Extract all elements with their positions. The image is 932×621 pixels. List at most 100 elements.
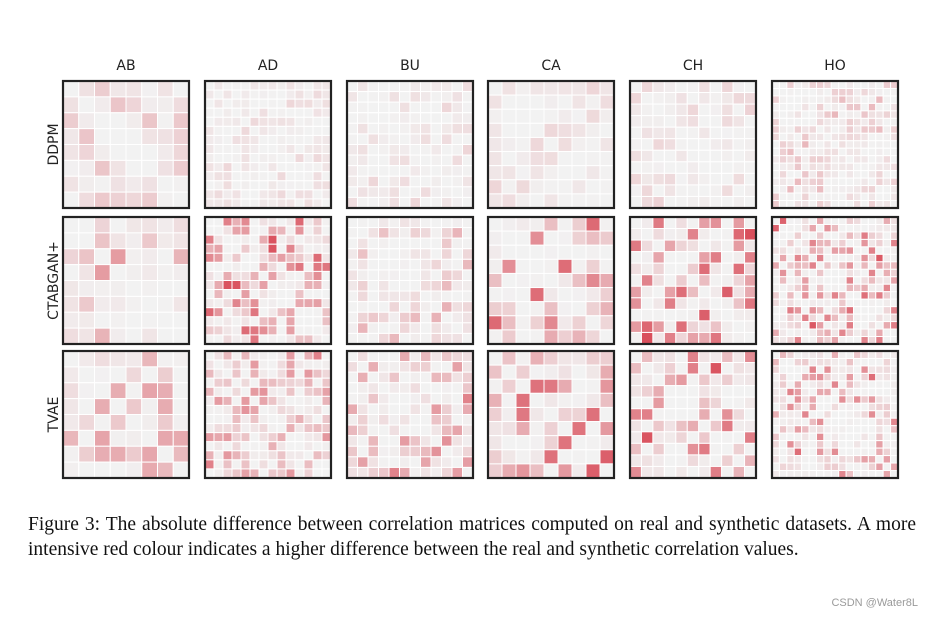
heatmap-cell [698,184,711,197]
heatmap-cell [675,216,688,230]
heatmap-cell [240,261,251,272]
heatmap-cell [838,132,847,142]
heatmap-cell [815,470,825,479]
heatmap-cell [882,102,892,112]
heatmap-cell [62,175,80,193]
heatmap-cell [853,440,862,449]
heatmap-cell [430,392,442,405]
heatmap-cell [778,132,788,142]
heatmap-cell [420,466,432,479]
heatmap-cell [845,117,855,127]
heatmap-cell [815,125,825,134]
heatmap-cell [451,311,463,324]
heatmap-cell [675,350,688,364]
heatmap-cell [303,162,314,173]
heatmap-cell [771,246,780,255]
heatmap-cell [686,274,700,287]
heatmap-cell [231,395,242,406]
heatmap-cell [845,306,855,315]
heatmap-cell [451,382,463,394]
heatmap-cell [430,456,442,468]
heatmap-cell [543,216,559,232]
heatmap-cell [378,269,390,282]
heatmap-cell [698,126,711,140]
heatmap-cell [222,162,233,173]
heatmap-cell [830,155,840,164]
heatmap-cell [890,328,899,338]
heatmap-cell [778,223,788,233]
heatmap-cell [557,244,573,260]
heatmap-cell [686,320,700,333]
heatmap-cell [312,316,323,327]
heatmap-cell [808,132,817,142]
heatmap-cell [451,301,463,313]
heatmap-cell [686,251,700,264]
heatmap-cell [823,125,832,134]
heatmap-cell [786,440,795,449]
heatmap-cell [571,179,587,195]
heatmap-cell [441,290,453,303]
heatmap-cell [213,198,224,209]
heatmap-cell [357,216,369,229]
heatmap-cell [867,455,877,464]
heatmap-cell [441,101,453,114]
heatmap-cell [303,298,314,309]
heatmap-cell [890,87,899,97]
heatmap-cell [357,227,369,239]
heatmap-cell [312,144,323,155]
heatmap-cell [652,115,665,128]
heatmap-cell [487,463,503,479]
heatmap-cell [778,110,788,119]
heatmap-cell [808,170,817,179]
heatmap-cell [294,189,305,200]
heatmap-cell [732,80,746,94]
heatmap-cell [815,440,825,449]
heatmap-cell [222,89,233,100]
heatmap-cell [793,268,803,278]
heatmap-cell [830,380,840,389]
heatmap-cell [860,447,869,457]
heatmap-cell [409,311,421,324]
heatmap-cell [267,404,278,415]
heatmap-cell [882,117,892,127]
heatmap-cell [62,264,80,282]
heatmap-cell [388,101,400,114]
heatmap-cell [222,116,233,127]
heatmap-cell [213,334,224,345]
heatmap-cell [801,170,810,179]
heatmap-cell [303,395,314,406]
heatmap-cell [357,133,369,145]
heatmap-cell [420,91,432,103]
heatmap-cell [771,268,780,278]
heatmap-cell [675,454,688,467]
heatmap-cell [786,110,795,119]
heatmap-cell [157,191,174,209]
heatmap-cell [213,225,224,236]
heatmap-cell [515,272,531,289]
heatmap-cell [222,441,233,452]
heatmap-cell [529,378,545,394]
heatmap-cell [698,149,711,163]
heatmap-cell [721,274,734,287]
heatmap-cell [838,170,847,179]
heatmap-cell [599,421,615,437]
heatmap-cell [675,442,688,456]
heatmap-cell [62,366,80,384]
heatmap-cell [294,280,305,291]
heatmap-cell [786,276,795,285]
heatmap-cell [543,421,559,437]
heatmap-cell [815,80,825,89]
heatmap-cell [357,248,369,260]
heatmap-cell [793,216,803,225]
heatmap-cell [430,237,442,250]
heatmap-cell [240,334,251,345]
heatmap-cell [62,248,80,266]
heatmap-cell [399,258,411,271]
heatmap-cell [231,107,242,118]
heatmap-cell [663,149,677,163]
heatmap-cell [744,419,757,433]
heatmap-cell [231,234,242,245]
heatmap-cell [675,126,688,140]
heatmap-cell [853,417,862,427]
heatmap-cell [801,147,810,157]
